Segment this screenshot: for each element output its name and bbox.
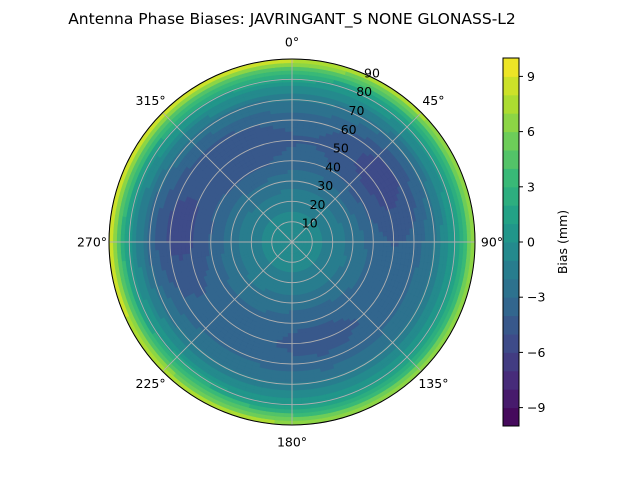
polar-plot: 0°45°90°135°180°225°270°315° 10203040506… [77, 35, 503, 450]
chart-title: Antenna Phase Biases: JAVRINGANT_S NONE … [68, 10, 516, 29]
contour-field [109, 59, 475, 425]
